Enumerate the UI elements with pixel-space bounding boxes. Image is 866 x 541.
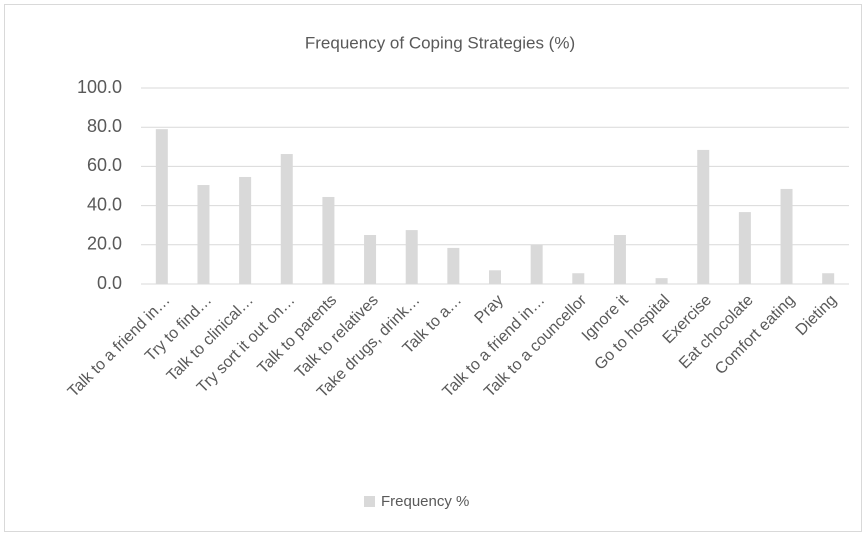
bar: [239, 176, 252, 284]
bar: [364, 235, 377, 284]
y-tick-label: 20.0: [87, 234, 122, 254]
chart-border: [4, 4, 862, 532]
bar: [197, 185, 210, 284]
bar: [572, 273, 585, 284]
legend-swatch: [364, 496, 375, 507]
y-tick-label: 80.0: [87, 116, 122, 136]
bar: [530, 244, 543, 284]
bar: [155, 129, 168, 284]
bar: [322, 196, 335, 284]
bar: [447, 247, 460, 284]
y-tick-label: 0.0: [97, 273, 122, 293]
bar: [697, 149, 710, 284]
bar: [489, 270, 501, 284]
legend-label: Frequency %: [381, 493, 469, 510]
chart-title: Frequency of Coping Strategies (%): [305, 33, 575, 52]
bar: [280, 154, 293, 284]
bar: [613, 235, 626, 284]
bar: [780, 188, 793, 284]
bar: [655, 278, 668, 284]
bar: [822, 273, 835, 284]
y-tick-label: 60.0: [87, 155, 122, 175]
bar: [738, 212, 751, 284]
y-tick-label: 100.0: [77, 77, 122, 97]
y-tick-label: 40.0: [87, 194, 122, 214]
bar: [405, 230, 418, 284]
